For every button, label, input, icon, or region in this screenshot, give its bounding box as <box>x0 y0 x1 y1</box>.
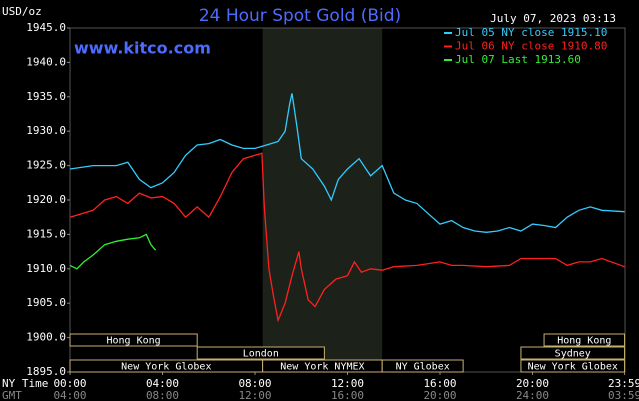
session-label: Sydney <box>555 349 591 360</box>
series-line <box>69 233 157 270</box>
session-box <box>520 359 626 373</box>
y-tick-label: 1940.0 <box>26 55 66 68</box>
y-tick-label: 1915.0 <box>26 227 66 240</box>
session-label: New York Globex <box>528 362 618 373</box>
session-box <box>520 346 626 360</box>
y-tick-label: 1925.0 <box>26 159 66 172</box>
x-axis-label: NY Time <box>2 377 48 390</box>
session-label: Hong Kong <box>107 336 161 347</box>
session-label: London <box>243 349 279 360</box>
session-box <box>196 346 325 360</box>
legend-label: Jul 06 NY close 1910.80 <box>455 40 607 53</box>
session-label: New York Globex <box>121 362 211 373</box>
x-tick-label: 20:00 <box>516 377 549 390</box>
legend-label: Jul 05 NY close 1915.10 <box>455 26 607 39</box>
session-box <box>381 359 464 373</box>
y-tick-label: 1895.0 <box>26 365 66 378</box>
x2-tick-label: 24:00 <box>516 389 549 401</box>
x-tick-label: 00:00 <box>53 377 86 390</box>
x-tick-label: 04:00 <box>146 377 179 390</box>
x-tick-label: 23:59 <box>608 377 639 390</box>
y-tick-label: 1905.0 <box>26 296 66 309</box>
x2-tick-label: 16:00 <box>331 389 364 401</box>
y-tick-label: 1900.0 <box>26 331 66 344</box>
x2-tick-label: 04:00 <box>53 389 86 401</box>
session-box <box>543 333 626 347</box>
y-tick-label: 1935.0 <box>26 90 66 103</box>
chart-title: 24 Hour Spot Gold (Bid) <box>199 6 401 26</box>
y-tick-label: 1910.0 <box>26 262 66 275</box>
x-tick-label: 12:00 <box>331 377 364 390</box>
legend-label: Jul 07 Last 1913.60 <box>455 53 581 66</box>
series-line <box>69 93 625 233</box>
session-label: New York NYMEX <box>280 362 364 373</box>
session-label: NY Globex <box>396 362 450 373</box>
x2-tick-label: 20:00 <box>423 389 456 401</box>
series-line <box>69 152 625 323</box>
session-shade <box>262 28 383 372</box>
y-tick-label: 1945.0 <box>26 21 66 34</box>
session-label: Hong Kong <box>557 336 611 347</box>
y-tick-label: 1920.0 <box>26 193 66 206</box>
x2-tick-label: 08:00 <box>146 389 179 401</box>
y-axis-label: USD/oz <box>2 5 42 18</box>
x-tick-label: 08:00 <box>238 377 271 390</box>
date-label: July 07, 2023 03:13 <box>490 12 616 25</box>
x2-axis-label: GMT <box>2 389 22 401</box>
x2-tick-label: 12:00 <box>238 389 271 401</box>
session-box <box>69 333 198 347</box>
x-tick-label: 16:00 <box>423 377 456 390</box>
site-label: www.kitco.com <box>74 39 211 58</box>
y-tick-label: 1930.0 <box>26 124 66 137</box>
x2-tick-label: 03:59 <box>608 389 639 401</box>
